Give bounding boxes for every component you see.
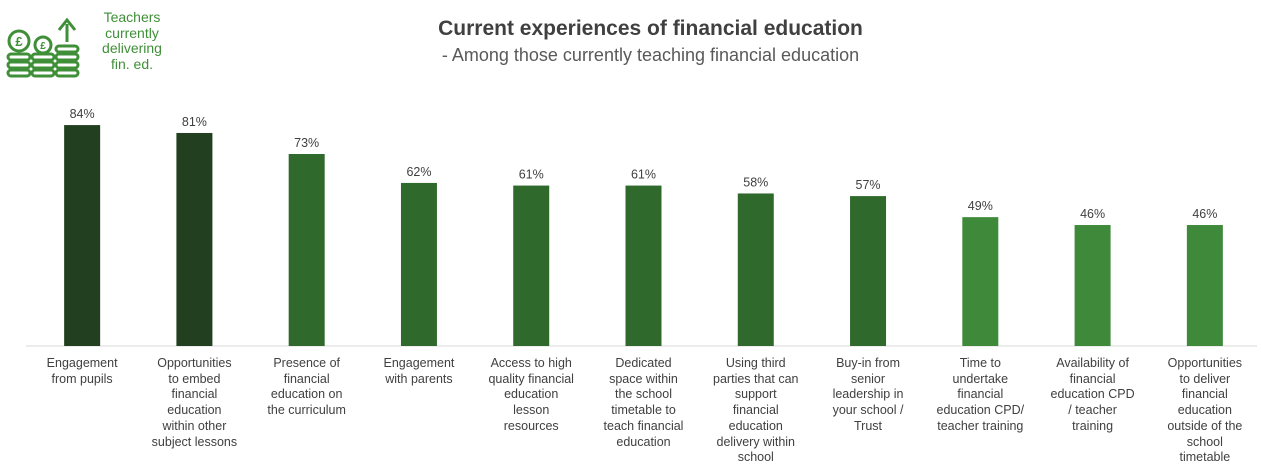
category-label-line: timetable to: [611, 403, 676, 418]
category-label-line: parties that can: [713, 371, 799, 386]
data-label: 84%: [70, 107, 95, 121]
filter-badge: £ £ Teachers currently delivering fin. e…: [6, 9, 181, 80]
category-label-line: school: [1186, 434, 1223, 449]
category-label-line: delivery within: [716, 434, 796, 449]
category-label-line: Time to: [959, 356, 1001, 370]
bar: [1074, 225, 1111, 346]
category-label-line: financial: [171, 387, 218, 402]
category-label-line: the curriculum: [267, 403, 346, 418]
category-label-line: financial: [732, 403, 779, 418]
data-label: 61%: [631, 168, 656, 182]
category-label-line: quality financial: [488, 371, 574, 386]
bar: [850, 196, 887, 346]
category-label-line: within other: [162, 418, 227, 433]
svg-text:£: £: [15, 34, 23, 49]
bar: [176, 132, 213, 346]
category-label-line: / teacher: [1068, 403, 1117, 418]
category-label: Engagement with parents: [363, 356, 475, 387]
bar: [625, 185, 662, 346]
category-label-line: education: [1177, 403, 1232, 418]
category-label-line: outside of the: [1167, 418, 1243, 433]
category-label-line: education on: [270, 387, 343, 402]
bar: [400, 182, 437, 346]
data-label: 61%: [519, 168, 544, 182]
category-label: Engagement from pupils: [26, 356, 138, 387]
data-label: 49%: [968, 199, 993, 213]
category-label-line: lesson: [513, 403, 550, 418]
category-label-line: space within: [609, 371, 678, 386]
category-label-line: financial: [283, 371, 330, 386]
bar: [64, 125, 101, 346]
category-label-line: Buy-in from: [836, 356, 900, 370]
category-label-line: support: [734, 387, 777, 402]
category-label-line: to deliver: [1179, 371, 1231, 386]
category-label-line: resources: [503, 418, 559, 433]
bar: [513, 185, 550, 346]
category-label-line: the school: [615, 387, 672, 402]
category-label-line: financial: [1069, 371, 1116, 386]
bar: [288, 154, 325, 346]
category-label: Opportunities to embed financial education w…: [138, 356, 250, 450]
data-label: 58%: [743, 175, 768, 189]
category-label-line: Engagement: [383, 356, 455, 370]
data-label: 73%: [294, 136, 319, 150]
svg-text:£: £: [40, 41, 46, 52]
category-label-line: leadership in: [832, 387, 904, 402]
category-label-line: education CPD: [1050, 387, 1135, 402]
chart-title: Current experiences of financial educati…: [438, 17, 863, 40]
category-label-line: from pupils: [51, 371, 113, 386]
bar: [962, 217, 999, 346]
bar: [1186, 225, 1223, 346]
chart-subtitle: - Among those currently teaching financi…: [441, 45, 860, 65]
category-label-line: teacher training: [937, 418, 1024, 433]
category-label-line: Opportunities: [1167, 356, 1243, 370]
category-label-line: Access to high: [490, 356, 572, 370]
category-label-line: Trust: [854, 418, 883, 433]
bar: [737, 193, 774, 346]
category-label-line: undertake: [952, 371, 1009, 386]
data-label: 62%: [406, 165, 431, 179]
category-label: Opportunities to deliver financial educatio…: [1149, 356, 1261, 466]
category-label-line: education: [504, 387, 559, 402]
category-label: Access to high quality financial education…: [475, 356, 587, 435]
data-label: 46%: [1192, 207, 1217, 221]
category-label-line: training: [1072, 418, 1114, 433]
category-label-line: your school /: [832, 403, 904, 418]
category-label-line: timetable: [1179, 450, 1231, 465]
category-label: Availability of financial education CPD / t…: [1037, 356, 1149, 435]
category-label-line: financial: [1181, 387, 1228, 402]
category-label-line: Opportunities: [157, 356, 232, 370]
category-label-line: school: [737, 450, 774, 465]
category-label: Presence of financial education on the curr…: [251, 356, 363, 419]
category-label: Using third parties that can support financ…: [700, 356, 812, 466]
category-label-line: teach financial: [603, 418, 684, 433]
category-label: Buy-in from senior leadership in your schoo…: [812, 356, 924, 435]
category-label: Dedicated space within the school timetable…: [588, 356, 700, 450]
category-label-line: Using third: [725, 356, 786, 370]
category-label-line: Presence of: [273, 356, 341, 370]
category-label-line: senior: [851, 371, 886, 386]
category-label-line: with parents: [385, 371, 453, 386]
data-label: 81%: [182, 115, 207, 129]
category-label-line: financial: [957, 387, 1004, 402]
category-label-line: education: [728, 418, 783, 433]
category-label-line: Engagement: [46, 356, 118, 370]
category-label-line: education: [616, 434, 671, 449]
category-label-line: education CPD/: [936, 403, 1025, 418]
data-label: 57%: [856, 178, 881, 192]
category-label: Time to undertake financial education CPD/t…: [924, 356, 1036, 435]
badge-label: Teachers currently delivering fin. ed.: [102, 9, 162, 72]
data-label: 46%: [1080, 207, 1105, 221]
category-label-line: Dedicated: [615, 356, 672, 370]
money-coins-icon: £ £: [6, 17, 80, 78]
category-label-line: education: [167, 403, 222, 418]
category-label-line: Availability of: [1056, 356, 1129, 370]
category-label-line: subject lessons: [151, 434, 238, 449]
category-label-line: to embed: [168, 371, 221, 386]
